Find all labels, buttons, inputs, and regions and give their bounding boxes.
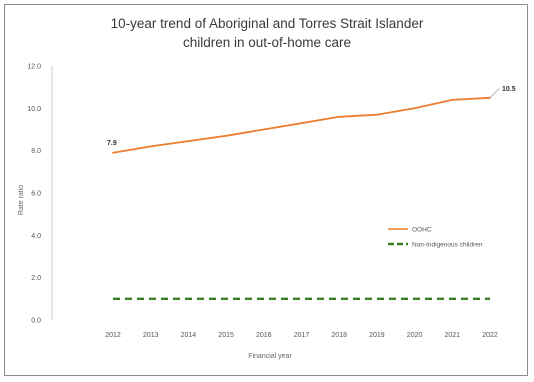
data-label: 10.5 xyxy=(502,86,516,93)
x-axis: 2012 2013 2014 2015 2016 2017 2018 2019 2020 2021… xyxy=(105,332,498,339)
x-tick-label: 2021 xyxy=(445,332,461,339)
data-label-leader xyxy=(489,88,500,98)
x-tick-label: 2017 xyxy=(294,332,310,339)
x-tick-label: 2020 xyxy=(407,332,423,339)
x-tick-label: 2018 xyxy=(331,332,347,339)
series-line-oohc xyxy=(112,96,491,154)
x-axis-label: Financial year xyxy=(248,353,292,360)
y-tick-label: 0.0 xyxy=(31,318,41,325)
x-tick-label: 2019 xyxy=(369,332,385,339)
y-axis: 0.0 2.0 4.0 6.0 8.0 10.0 12.0 xyxy=(27,64,53,325)
legend-entry: Non-Indigenous children xyxy=(412,241,483,248)
x-tick-label: 2012 xyxy=(105,332,121,339)
x-tick-label: 2016 xyxy=(256,332,272,339)
y-tick-label: 2.0 xyxy=(31,275,41,282)
chart-frame xyxy=(4,4,528,376)
y-axis-label: Rate ratio xyxy=(18,185,25,215)
chart-title-line-1: 10-year trend of Aboriginal and Torres S… xyxy=(110,16,424,31)
legend-entry: OOHC xyxy=(412,226,432,233)
legend: OOHC Non-Indigenous children xyxy=(388,226,483,248)
data-label: 7.9 xyxy=(107,140,117,147)
y-tick-label: 4.0 xyxy=(31,233,41,240)
y-tick-label: 10.0 xyxy=(27,106,41,113)
y-tick-label: 12.0 xyxy=(27,64,41,71)
chart-title-line-2: children in out-of-home care xyxy=(182,35,352,50)
x-tick-label: 2015 xyxy=(218,332,234,339)
plot-area: 7.9 10.5 xyxy=(107,86,516,300)
x-tick-label: 2014 xyxy=(181,332,197,339)
y-tick-label: 6.0 xyxy=(31,191,41,198)
x-tick-label: 2022 xyxy=(482,332,498,339)
x-tick-label: 2013 xyxy=(143,332,159,339)
y-tick-label: 8.0 xyxy=(31,148,41,155)
chart-title: 10-year trend of Aboriginal and Torres S… xyxy=(0,14,534,52)
